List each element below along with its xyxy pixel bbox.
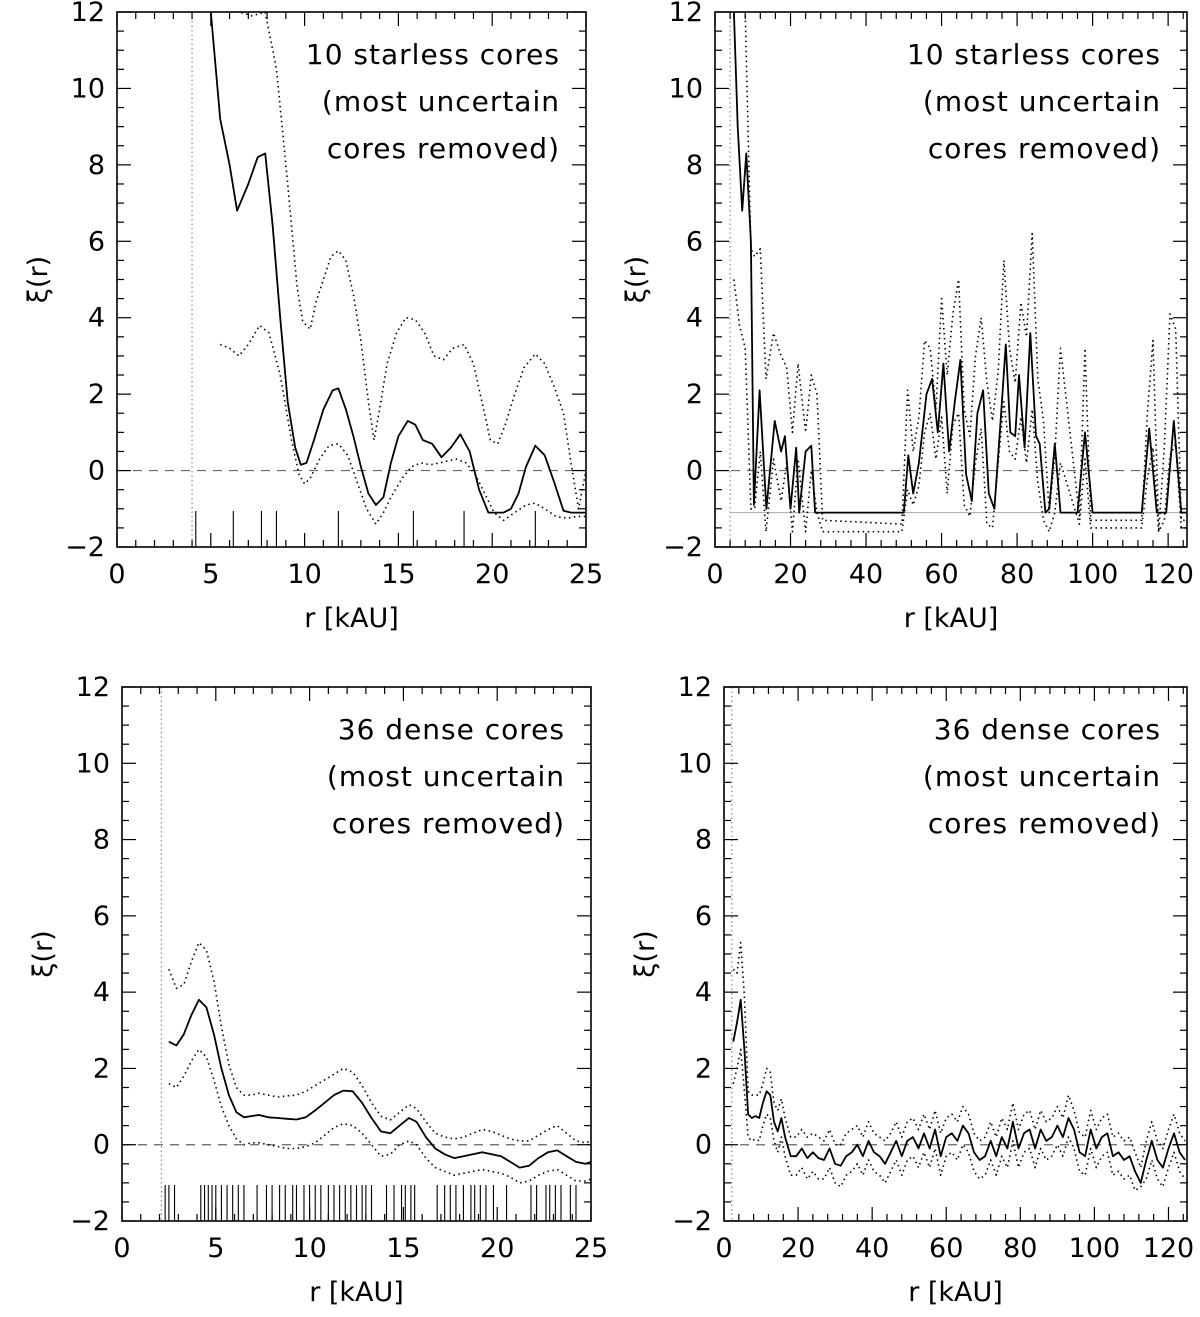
y-axis-label: ξ(r): [630, 930, 661, 977]
y-tick-label: 0: [695, 1130, 712, 1161]
y-tick-label: −2: [70, 1206, 110, 1237]
y-tick-label: −2: [672, 1206, 712, 1237]
y-tick-label: 4: [88, 303, 105, 334]
data-series: [209, 12, 586, 525]
x-tick-label: 0: [715, 1233, 732, 1264]
x-axis-label: r [kAU]: [908, 1277, 1003, 1308]
x-tick-label: 120: [1143, 1233, 1195, 1264]
x-tick-label: 40: [855, 1233, 889, 1264]
x-tick-label: 15: [381, 559, 415, 590]
series-xi: [733, 12, 1187, 514]
series-lower: [732, 1048, 1186, 1192]
annotation-line: (most uncertain: [327, 760, 565, 793]
y-tick-label: 12: [669, 0, 703, 28]
y-tick-label: 8: [686, 150, 703, 181]
annotation-line: cores removed): [928, 132, 1161, 165]
x-tick-label: 100: [1069, 1233, 1121, 1264]
x-tick-label: 15: [386, 1233, 420, 1264]
y-tick-label: −2: [65, 532, 105, 563]
annotation-line: (most uncertain: [322, 85, 560, 118]
x-tick-label: 80: [1000, 559, 1034, 590]
x-axis-label: r [kAU]: [304, 603, 399, 634]
x-tick-label: 20: [781, 1233, 815, 1264]
y-tick-label: 4: [686, 303, 703, 334]
y-tick-label: 10: [71, 73, 105, 104]
series-xi: [168, 998, 591, 1169]
annotation-line: (most uncertain: [923, 85, 1161, 118]
y-tick-label: 12: [678, 672, 712, 703]
series-upper: [231, 12, 586, 510]
series-lower: [219, 324, 586, 525]
x-tick-label: 0: [706, 559, 723, 590]
y-tick-label: 6: [695, 901, 712, 932]
y-tick-label: 4: [93, 977, 110, 1008]
annotation-line: 36 dense cores: [338, 713, 565, 746]
separation-marks: [195, 511, 536, 547]
series-lower: [168, 1048, 591, 1184]
y-tick-label: 8: [88, 150, 105, 181]
y-axis-label: ξ(r): [28, 930, 59, 977]
y-tick-label: 8: [695, 825, 712, 856]
x-tick-label: 25: [574, 1233, 608, 1264]
x-tick-label: 60: [924, 559, 958, 590]
y-tick-label: −2: [663, 532, 703, 563]
annotation-line: cores removed): [327, 132, 560, 165]
y-axis-label: ξ(r): [23, 256, 54, 303]
series-xi: [209, 12, 586, 514]
y-tick-label: 12: [76, 672, 110, 703]
series-upper: [168, 941, 591, 1144]
y-tick-label: 6: [93, 901, 110, 932]
x-tick-label: 20: [475, 559, 509, 590]
y-tick-label: 12: [71, 0, 105, 28]
x-tick-label: 25: [569, 559, 603, 590]
y-axis-label: ξ(r): [621, 256, 652, 303]
x-tick-label: 100: [1067, 559, 1119, 590]
y-tick-label: 10: [76, 748, 110, 779]
y-tick-label: 2: [695, 1053, 712, 1084]
x-tick-label: 5: [207, 1233, 224, 1264]
x-tick-label: 10: [292, 1233, 326, 1264]
y-tick-label: 2: [88, 379, 105, 410]
x-tick-label: 5: [202, 559, 219, 590]
y-tick-label: 8: [93, 825, 110, 856]
x-tick-label: 80: [1003, 1233, 1037, 1264]
x-tick-label: 40: [849, 559, 883, 590]
y-tick-label: 0: [93, 1130, 110, 1161]
separation-marks: [164, 1185, 577, 1221]
x-axis-label: r [kAU]: [309, 1277, 404, 1308]
x-tick-label: 20: [480, 1233, 514, 1264]
y-tick-label: 6: [686, 226, 703, 257]
annotation-line: 36 dense cores: [934, 713, 1161, 746]
x-tick-label: 60: [929, 1233, 963, 1264]
annotation-line: cores removed): [928, 807, 1161, 840]
annotation-line: 10 starless cores: [907, 38, 1161, 71]
x-tick-label: 20: [773, 559, 807, 590]
y-tick-label: 2: [686, 379, 703, 410]
series-upper: [733, 12, 1187, 533]
annotation-line: cores removed): [332, 807, 565, 840]
x-tick-label: 0: [108, 559, 125, 590]
y-tick-label: 10: [678, 748, 712, 779]
y-tick-label: 2: [93, 1053, 110, 1084]
x-axis-label: r [kAU]: [904, 603, 999, 634]
y-tick-label: 4: [695, 977, 712, 1008]
x-tick-label: 120: [1142, 559, 1194, 590]
series-xi: [732, 998, 1186, 1184]
x-tick-label: 0: [113, 1233, 130, 1264]
annotation-line: (most uncertain: [923, 760, 1161, 793]
annotation-line: 10 starless cores: [306, 38, 560, 71]
y-tick-label: 0: [686, 456, 703, 487]
data-series: [733, 12, 1187, 533]
y-tick-label: 6: [88, 226, 105, 257]
data-series: [732, 941, 1186, 1192]
y-tick-label: 10: [669, 73, 703, 104]
data-series: [168, 941, 591, 1184]
y-tick-label: 0: [88, 456, 105, 487]
x-tick-label: 10: [287, 559, 321, 590]
